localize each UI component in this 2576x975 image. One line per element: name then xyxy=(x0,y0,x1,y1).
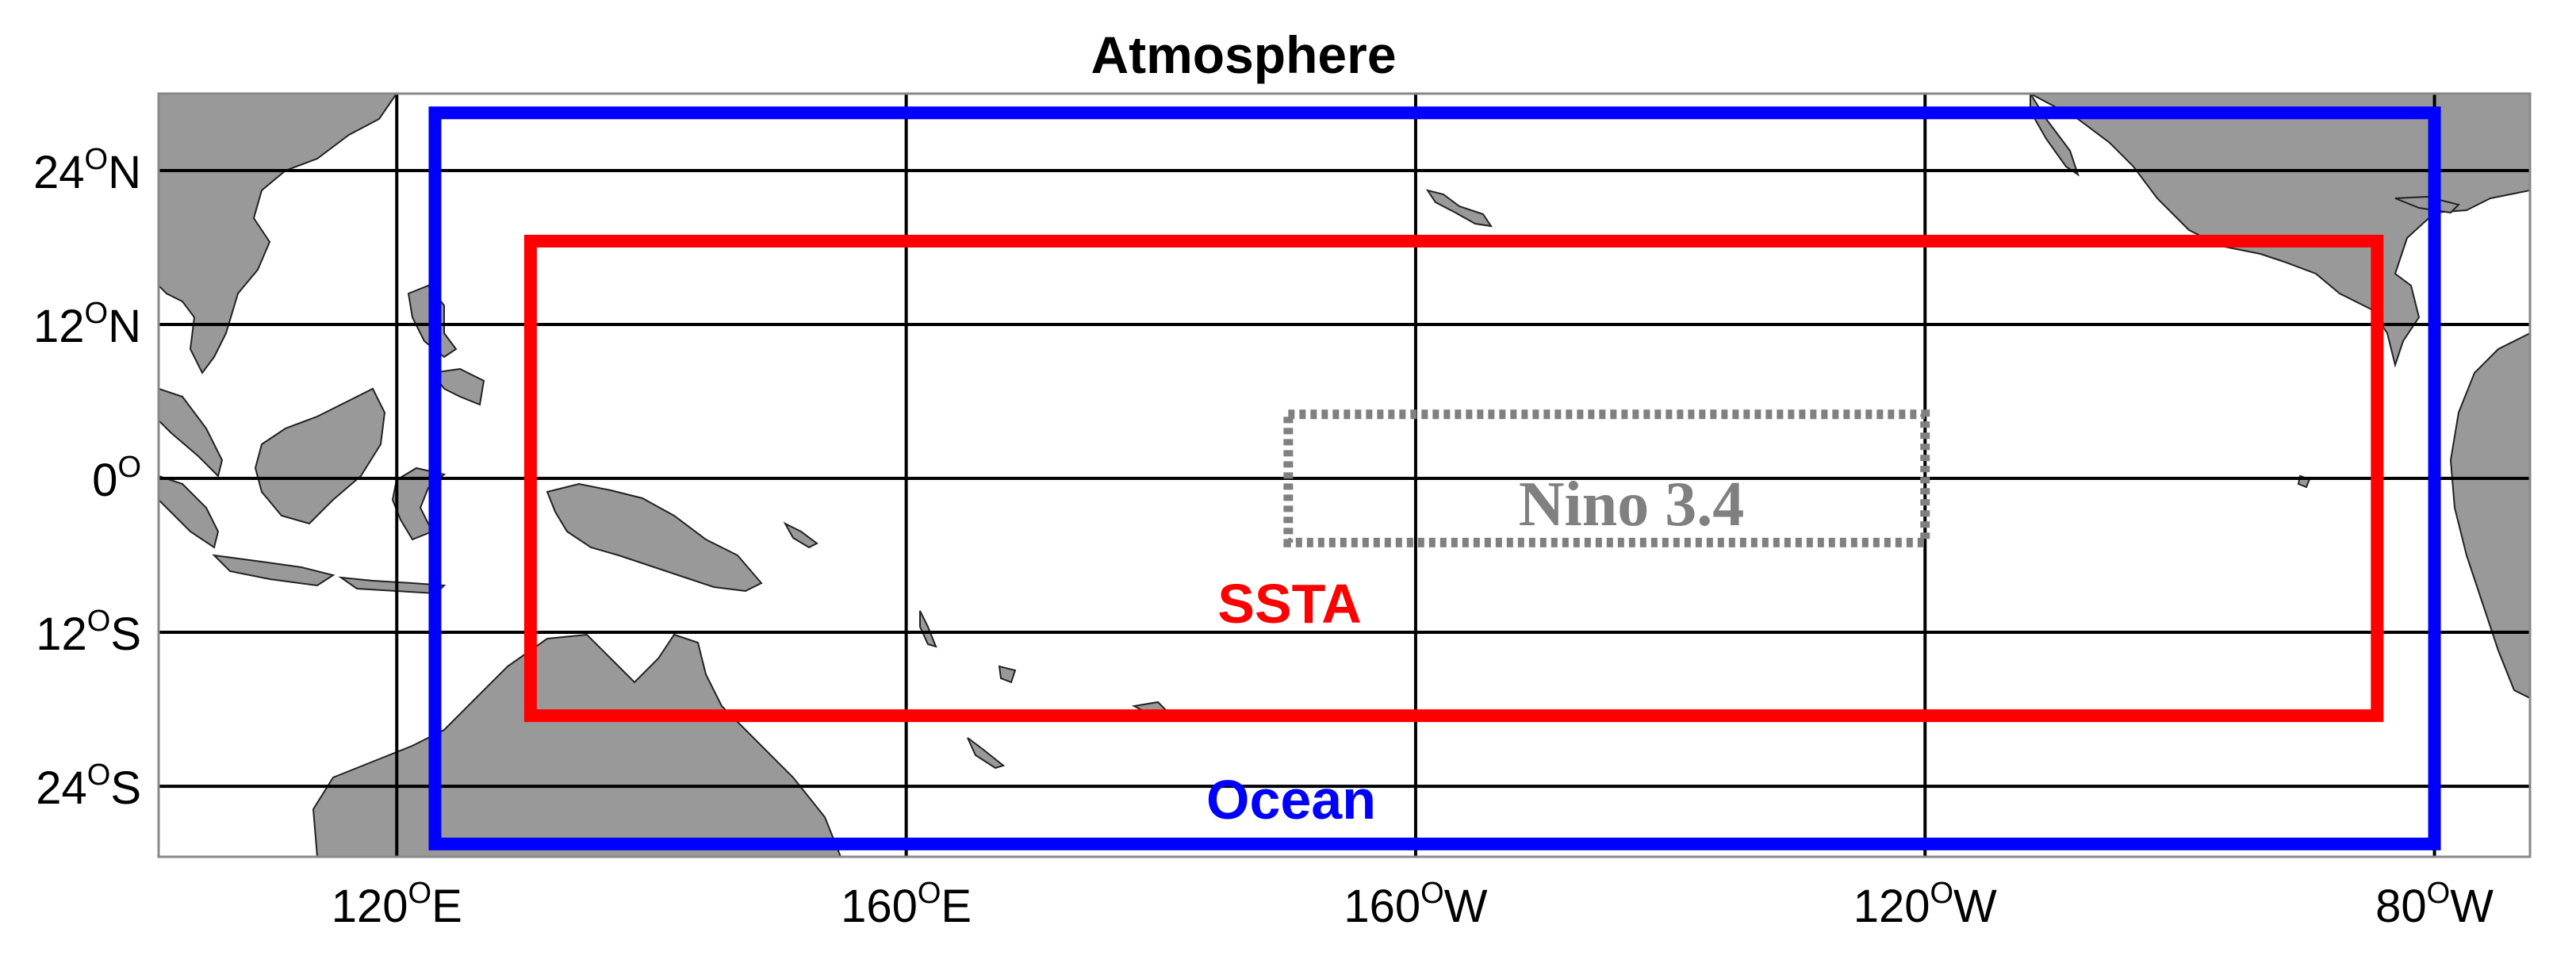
latitude-labels: 24ON 12ON 0O 12OS 24OS xyxy=(33,143,141,814)
lon-label-2: 160OW xyxy=(1344,877,1487,932)
region-label-ocean: Ocean xyxy=(1206,769,1376,831)
region-label-nino34: Nino 3.4 xyxy=(1519,470,1745,539)
land-malay-peninsula xyxy=(159,387,224,478)
land-south-america xyxy=(2449,332,2530,700)
land-hawaii xyxy=(1425,189,1493,228)
graticule xyxy=(159,94,2530,857)
map-title: Atmosphere xyxy=(1091,25,1396,84)
region-box-nino34 xyxy=(1283,409,1930,547)
land-borneo xyxy=(254,387,386,525)
longitude-labels: 120OE 160OE 160OW 120OW 80OW xyxy=(332,877,2494,932)
land-new-guinea xyxy=(546,482,763,593)
land-asia-mainland xyxy=(159,94,398,374)
land-sumatra xyxy=(159,474,220,549)
lon-label-4: 80OW xyxy=(2375,877,2494,932)
region-box-ocean xyxy=(428,106,2441,850)
land-java xyxy=(212,554,335,587)
lon-label-1: 160OE xyxy=(841,877,972,932)
land-new-caledonia xyxy=(967,737,1006,770)
lon-label-3: 120OW xyxy=(1853,877,1997,932)
lon-label-0: 120OE xyxy=(332,877,462,932)
land-cuba xyxy=(2394,195,2460,214)
map-frame xyxy=(157,92,2532,858)
lat-label-2: 0O xyxy=(92,451,141,506)
region-boxes: Ocean SSTA Nino 3.4 xyxy=(428,106,2441,850)
land-north-america xyxy=(2030,94,2530,368)
region-box-ssta xyxy=(523,234,2384,723)
land-philippines-mindanao xyxy=(431,367,485,406)
lat-label-0: 24ON xyxy=(33,143,141,198)
land-fiji xyxy=(998,665,1017,684)
lat-label-4: 24OS xyxy=(36,758,141,814)
land-australia xyxy=(312,633,842,857)
land-solomon-islands xyxy=(783,521,818,549)
land-vanuatu xyxy=(919,610,937,648)
land-masses xyxy=(159,94,2530,857)
lat-label-3: 12OS xyxy=(36,605,141,660)
region-label-ssta: SSTA xyxy=(1217,573,1362,635)
lat-label-1: 12ON xyxy=(33,297,141,352)
